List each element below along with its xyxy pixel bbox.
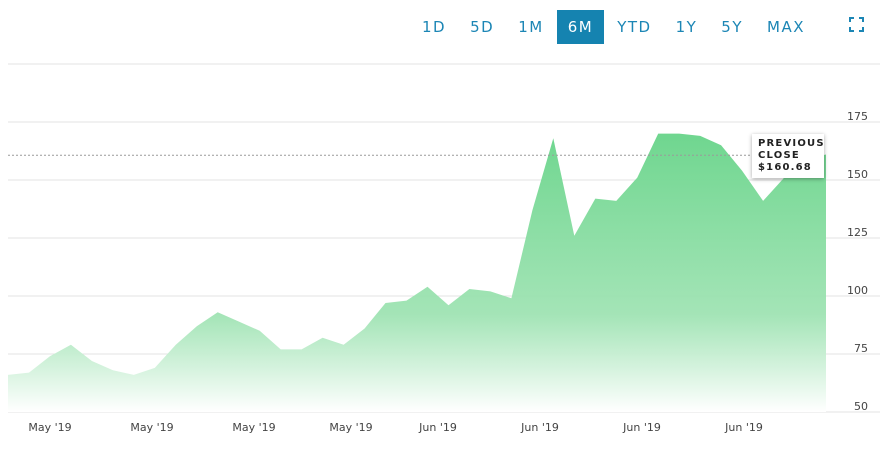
range-button-5d[interactable]: 5D [470, 18, 495, 36]
y-tick-label: 100 [847, 284, 868, 297]
x-tick-label: Jun '19 [418, 421, 457, 434]
range-button-6m[interactable]: 6M [556, 10, 605, 44]
previous-close-label-line1: PREVIOUS [758, 138, 825, 149]
range-button-5y[interactable]: 5Y [721, 18, 744, 36]
y-tick-label: 150 [847, 168, 868, 181]
x-tick-label: May '19 [329, 421, 372, 434]
range-button-ytd[interactable]: YTD [617, 18, 652, 36]
y-axis: 50 75 100 125 150 175 [847, 110, 868, 413]
range-button-1d[interactable]: 1D [422, 18, 447, 36]
y-tick-label: 75 [854, 342, 868, 355]
x-tick-label: May '19 [232, 421, 275, 434]
price-area [8, 133, 826, 412]
y-tick-label: 50 [854, 400, 868, 413]
x-tick-label: May '19 [130, 421, 173, 434]
x-tick-label: Jun '19 [520, 421, 559, 434]
x-tick-label: May '19 [28, 421, 71, 434]
x-tick-label: Jun '19 [724, 421, 763, 434]
previous-close-label: PREVIOUS CLOSE $160.68 [752, 134, 824, 178]
range-button-max[interactable]: MAX [767, 18, 805, 36]
expand-icon[interactable] [849, 17, 864, 32]
y-tick-label: 125 [847, 226, 868, 239]
range-selector: 1D 5D 1M 6M YTD 1Y 5Y MAX [410, 10, 817, 44]
previous-close-value: $160.68 [758, 162, 812, 173]
x-tick-label: Jun '19 [622, 421, 661, 434]
range-button-1m[interactable]: 1M [518, 18, 544, 36]
previous-close-label-line2: CLOSE [758, 150, 800, 161]
range-button-1y[interactable]: 1Y [675, 18, 698, 36]
x-axis: May '19 May '19 May '19 May '19 Jun '19 Jun '… [28, 421, 762, 434]
y-tick-label: 175 [847, 110, 868, 123]
